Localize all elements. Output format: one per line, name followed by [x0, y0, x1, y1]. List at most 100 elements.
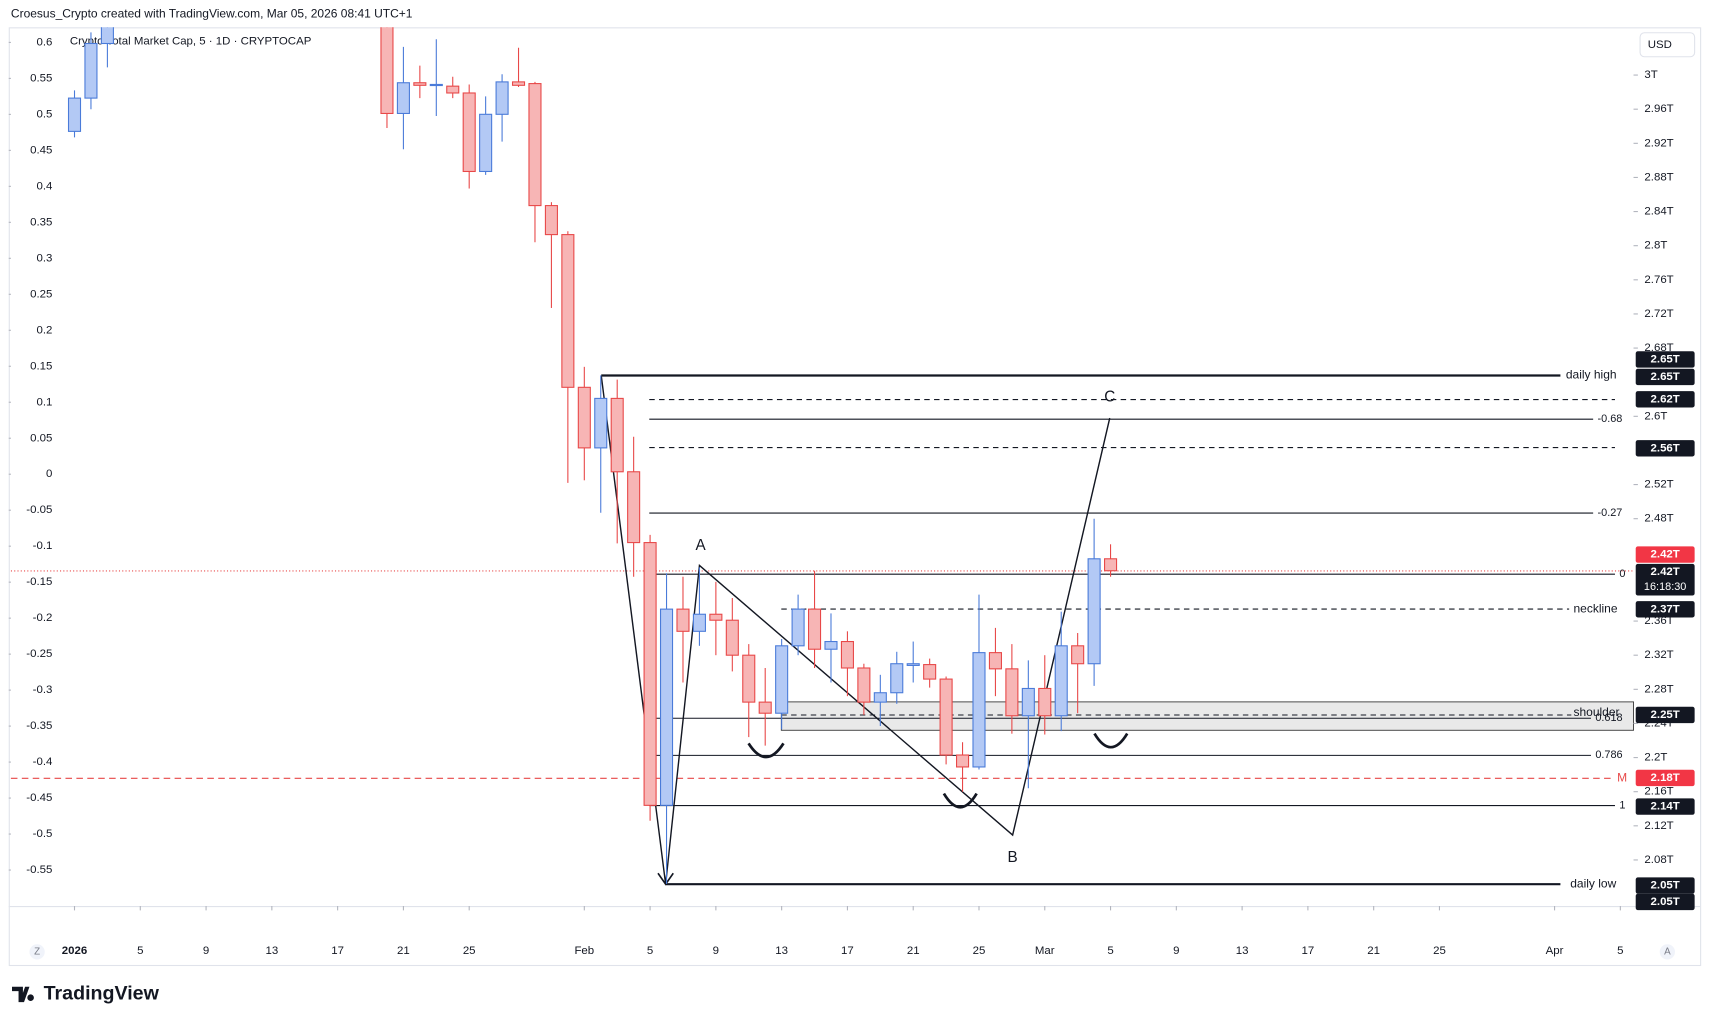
candle-body: [742, 654, 756, 703]
y-tick-label: 2.36T: [1644, 615, 1673, 627]
fib-label: 1: [1619, 799, 1625, 811]
fib-label: 0.786: [1595, 749, 1622, 761]
candle-body: [758, 701, 772, 714]
currency: USD: [1648, 39, 1672, 51]
y2-tick-label: -0.5: [33, 828, 53, 840]
candle-body: [84, 42, 98, 99]
brand-icon: [12, 986, 34, 1003]
candle-body: [643, 542, 657, 806]
price-badge: [1635, 601, 1695, 618]
candle-body: [1104, 558, 1118, 572]
shoulder-zone: [780, 701, 1634, 731]
y2-tick-label: -0.1: [33, 540, 53, 552]
x-tick-label: 9: [203, 945, 209, 957]
y-tick-label: 2.16T: [1644, 786, 1673, 798]
candle-body: [956, 754, 970, 768]
y-tick-label: 2.96T: [1644, 103, 1673, 115]
price-badge-label: 2.37T: [1651, 603, 1680, 615]
x-tick-label: Feb: [574, 945, 594, 957]
candles: [67, 27, 1118, 884]
price-badge-label: 2.18T: [1651, 772, 1680, 784]
candle-body: [890, 663, 904, 694]
smile-marks: [747, 732, 1129, 809]
price-badge: [1635, 440, 1695, 457]
price-badge: [1635, 877, 1695, 894]
y-tick-label: 2.8T: [1644, 240, 1667, 252]
brand: TradingView: [44, 983, 160, 1005]
y2-tick-label: 0.45: [30, 144, 52, 156]
price-badge-label: 2.05T: [1651, 896, 1680, 908]
candle-body: [594, 397, 608, 449]
level-label: daily low: [1570, 876, 1616, 890]
x-tick-label: 5: [1107, 945, 1113, 957]
y2-tick-label: -0.55: [26, 864, 52, 876]
price-badge: [1635, 706, 1695, 724]
price-badge: [1635, 391, 1695, 408]
fib-label: -0.68: [1598, 413, 1623, 425]
x-tick-label: 17: [841, 945, 854, 957]
x-tick-label: Mar: [1035, 945, 1055, 957]
auto-button[interactable]: [1659, 944, 1675, 960]
y2-tick-label: 0.35: [30, 216, 52, 228]
price-badge-label: 2.05T: [1651, 880, 1680, 892]
frame: [8, 27, 1702, 967]
candle-body: [692, 613, 706, 632]
price-badge-label: 2.65T: [1651, 354, 1680, 366]
y2-tick-label: 0.5: [36, 108, 52, 120]
currency-button[interactable]: [1639, 32, 1696, 58]
price-badge: [1635, 893, 1695, 911]
candle-body: [100, 27, 114, 45]
candle-body: [873, 692, 887, 703]
candle-body: [906, 663, 920, 666]
y2-tick-label: -0.4: [33, 756, 53, 768]
candle-body: [544, 205, 558, 236]
level-label: shoulder: [1574, 705, 1620, 719]
candle-body: [840, 640, 854, 669]
candle-body: [462, 92, 476, 173]
y2-tick-label: 0.55: [30, 72, 52, 84]
x-tick-label: 5: [1617, 945, 1623, 957]
y-tick-label: 2.08T: [1644, 854, 1673, 866]
y2-tick-label: -0.45: [26, 792, 52, 804]
y-tick-label: 2.84T: [1644, 206, 1673, 218]
candle-body: [775, 645, 789, 714]
y2-tick-label: 0.05: [30, 432, 52, 444]
candle-body: [807, 608, 822, 650]
candle-body: [429, 83, 443, 87]
candle-body: [380, 27, 394, 115]
y-tick-label: 2.92T: [1644, 137, 1673, 149]
candle-body: [528, 83, 542, 207]
x-tick-label: 21: [397, 945, 410, 957]
wave-label: C: [1104, 388, 1115, 405]
y-tick-label: 2.12T: [1644, 820, 1673, 832]
candle-body: [1087, 558, 1101, 665]
candle-body: [561, 234, 575, 388]
y-tick-label: 2.72T: [1644, 308, 1673, 320]
fib-label: 0.618: [1595, 712, 1622, 724]
y-tick-label: 2.68T: [1644, 342, 1673, 354]
zoom-button[interactable]: [29, 944, 45, 960]
price-badge-label: 2.62T: [1651, 393, 1680, 405]
candle-body: [577, 386, 591, 449]
y-tick-label: 2.28T: [1644, 683, 1673, 695]
price-badge-label: 2.25T: [1651, 709, 1680, 721]
x-tick-label: Apr: [1546, 945, 1564, 957]
x-tick-label: 13: [265, 945, 278, 957]
wave-label: B: [1008, 849, 1018, 866]
candle-body: [479, 113, 493, 173]
candle-body: [972, 652, 986, 768]
candle-body: [67, 97, 82, 132]
price-badge-label: 2.42T: [1651, 549, 1680, 561]
candle-body: [511, 81, 526, 86]
price-badge-label: 2.56T: [1651, 442, 1680, 454]
y2-tick-label: 0.4: [36, 180, 53, 192]
y2-tick-label: -0.3: [33, 684, 53, 696]
x-tick-label: 5: [647, 945, 653, 957]
candle-body: [857, 667, 871, 703]
level-label: M: [1617, 770, 1627, 784]
candle-body: [1054, 645, 1068, 717]
price-badge-label: 2.42T: [1651, 566, 1680, 578]
price-badge: [1635, 351, 1695, 368]
y2-tick-label: 0.6: [36, 36, 52, 48]
